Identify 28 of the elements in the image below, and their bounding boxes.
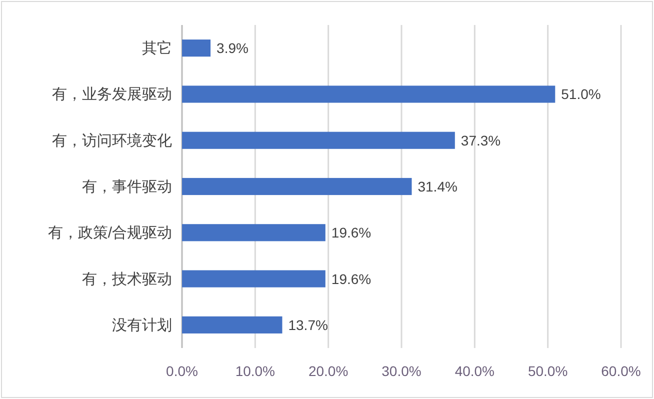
y-tick-label: 其它 (142, 40, 172, 58)
x-tick-label: 60.0% (601, 363, 641, 379)
y-tick-label: 有，事件驱动 (82, 178, 172, 196)
bar (182, 86, 556, 103)
bar (182, 224, 326, 242)
data-label: 3.9% (216, 40, 248, 56)
y-tick-label: 有，技术驱动 (82, 270, 172, 288)
bar (182, 178, 412, 196)
bar (182, 316, 282, 334)
y-tick-label: 有，业务发展驱动 (52, 86, 172, 104)
y-tick-label: 有，政策/合规驱动 (48, 224, 172, 242)
data-label: 19.6% (331, 270, 372, 287)
data-label: 19.6% (331, 224, 372, 241)
data-label: 51.0% (561, 86, 601, 102)
x-tick-label: 40.0% (454, 363, 495, 379)
data-label: 31.4% (418, 178, 458, 194)
bar (182, 270, 326, 288)
x-tick-label: 30.0% (382, 363, 422, 379)
data-label: 13.7% (288, 316, 328, 333)
bar (182, 132, 455, 149)
x-tick-label: 10.0% (235, 363, 276, 379)
x-tick-label: 20.0% (308, 363, 348, 379)
x-tick-label: 50.0% (528, 363, 568, 379)
bar (182, 40, 211, 57)
data-label: 37.3% (460, 132, 501, 148)
y-tick-label: 没有计划 (112, 316, 172, 334)
x-tick-label: 0.0% (166, 363, 198, 379)
y-tick-label: 有，访问环境变化 (52, 132, 172, 150)
